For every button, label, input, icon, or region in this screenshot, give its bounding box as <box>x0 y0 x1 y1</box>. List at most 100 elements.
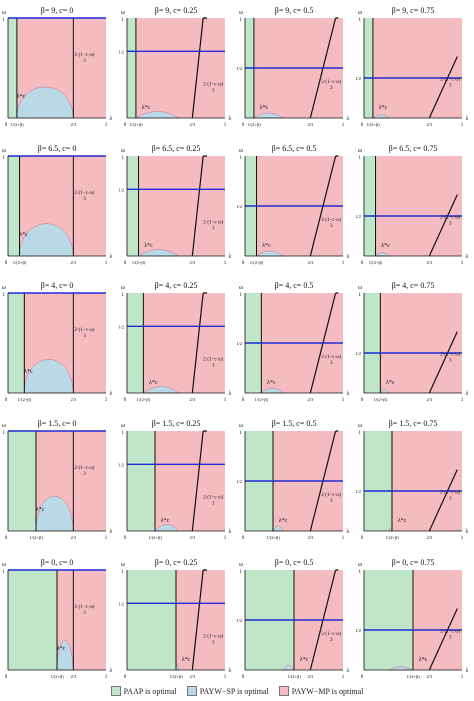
mp-boundary-curve <box>428 469 458 532</box>
tick-two-thirds: 2/3 <box>307 674 314 679</box>
panel-title: β= 9, c= 0.75 <box>392 6 435 15</box>
tick-one-over-two-beta: 1/(2+β) <box>137 397 151 402</box>
tick-one-over-two-beta: 1/(2+β) <box>13 260 27 265</box>
x-axis-label: λ <box>229 391 232 397</box>
threshold-label-numerator: 2·(1−c·ω) <box>440 78 460 83</box>
payw-mp-region <box>364 156 462 256</box>
tick-two-thirds: 2/3 <box>70 397 77 402</box>
panel-title: β= 6.5, c= 0.25 <box>152 144 201 153</box>
tick-zero: 0 <box>5 123 8 128</box>
threshold-label-denominator: 3 <box>449 222 452 227</box>
threshold-label-denominator: 3 <box>212 89 215 94</box>
threshold-label-numerator: 2·(1−c·ω) <box>74 53 94 58</box>
panel-beta-1.5-c-0.25: β= 1.5, c= 0.25 ω λ 0 1 1 1/(2+β) 2/3 1/2 λ*c 2·(1… <box>118 419 231 541</box>
tick-one: 1 <box>461 123 464 128</box>
lambda-star-label: λ*c <box>57 646 66 652</box>
tick-one: 1 <box>461 536 464 541</box>
panel-beta-9-c-0.25: β= 9, c= 0.25 ω λ 0 1 1 1/(2+β) 2/3 1/2 λ*c 2·(1−c… <box>118 6 231 128</box>
tick-zero: 0 <box>124 675 127 680</box>
panel-beta-4-c-0.25: β= 4, c= 0.25 ω λ 0 1 1 1/(2+β) 2/3 1/2 λ*c 2·(1−c… <box>118 281 231 403</box>
tick-one-y: 1 <box>359 18 362 23</box>
tick-one-over-two-beta: 1/(2+β) <box>250 260 264 265</box>
x-axis-label: λ <box>229 668 232 674</box>
panel-title: β= 4, c= 0.75 <box>392 281 435 290</box>
tick-two-thirds: 2/3 <box>70 674 77 679</box>
y-axis-label: ω <box>121 10 125 16</box>
y-axis-label: ω <box>358 562 362 568</box>
mp-boundary-curve <box>309 155 339 257</box>
tick-half-y: 1/2 <box>236 66 242 71</box>
tick-half-y: 1/2 <box>118 187 124 192</box>
x-axis-label: λ <box>110 254 113 260</box>
mp-boundary-curve <box>191 569 208 671</box>
panel-title: β= 9, c= 0 <box>41 6 74 15</box>
x-axis-label: λ <box>466 668 469 674</box>
tick-one-y: 1 <box>3 156 6 161</box>
x-axis-label: λ <box>110 116 113 122</box>
threshold-label-numerator: 2·(1−c·ω) <box>440 630 460 635</box>
panel-beta-6.5-c-0: β= 6.5, c= 0 ω λ 0 1 1 1/(2+β) 2/3 λ*c 2·(1−c·ω)3 <box>2 144 113 266</box>
tick-two-thirds: 2/3 <box>70 535 77 540</box>
tick-one-y: 1 <box>122 431 125 436</box>
legend-label-payw-sp: PAYW−SP is optimal <box>199 686 269 696</box>
lambda-star-label: λ*c <box>379 105 388 111</box>
threshold-label-denominator: 3 <box>330 361 333 366</box>
tick-zero: 0 <box>5 536 8 541</box>
tick-two-thirds: 2/3 <box>426 535 433 540</box>
tick-one-y: 1 <box>122 570 125 575</box>
mp-boundary-curve <box>428 56 458 119</box>
panel-title: β= 0, c= 0.25 <box>155 558 198 567</box>
tick-zero: 0 <box>124 398 127 403</box>
tick-one-y: 1 <box>122 156 125 161</box>
tick-one-over-two-beta: 1/(2+β) <box>129 122 143 127</box>
tick-zero: 0 <box>361 675 364 680</box>
lambda-star-label: λ*c <box>419 657 428 663</box>
lambda-star-label: λ*c <box>386 380 395 386</box>
panel-title: β= 0, c= 0 <box>41 558 74 567</box>
x-axis-label: λ <box>466 529 469 535</box>
lambda-star-label: λ*c <box>300 657 309 663</box>
tick-one-y: 1 <box>3 570 6 575</box>
y-axis-label: ω <box>121 285 125 291</box>
tick-half-y: 1/2 <box>118 324 124 329</box>
legend-label-payw-mp: PAYW−MP is optimal <box>291 686 364 696</box>
lambda-star-label: λ*c <box>19 232 28 238</box>
threshold-label-numerator: 2·(1−c·ω) <box>440 491 460 496</box>
threshold-label-denominator: 3 <box>330 224 333 229</box>
y-axis-label: ω <box>239 148 243 154</box>
lambda-star-label: λ*c <box>262 243 271 249</box>
threshold-label-denominator: 3 <box>449 359 452 364</box>
panel-title: β= 9, c= 0.5 <box>275 6 314 15</box>
x-axis-label: λ <box>110 391 113 397</box>
tick-one: 1 <box>105 398 108 403</box>
threshold-label-denominator: 3 <box>330 86 333 91</box>
paap-region <box>8 293 25 393</box>
tick-one-y: 1 <box>3 293 6 298</box>
tick-one: 1 <box>461 675 464 680</box>
legend: PAAP is optimal PAYW−SP is optimal PAYW−… <box>0 684 474 698</box>
paap-region <box>127 156 139 256</box>
tick-one-y: 1 <box>122 18 125 23</box>
tick-zero: 0 <box>124 261 127 266</box>
tick-one-over-two-beta: 1/(2+β) <box>255 397 269 402</box>
lambda-star-label: λ*c <box>24 369 33 375</box>
paap-region <box>127 293 144 393</box>
legend-item-paap: PAAP is optimal <box>110 686 177 696</box>
tick-one: 1 <box>224 675 227 680</box>
y-axis-label: ω <box>121 562 125 568</box>
x-axis-label: λ <box>466 254 469 260</box>
threshold-label-denominator: 3 <box>83 197 86 202</box>
tick-one: 1 <box>342 261 345 266</box>
tick-two-thirds: 2/3 <box>426 122 433 127</box>
mp-boundary-curve <box>191 155 208 257</box>
threshold-label-numerator: 2·(1−c·ω) <box>321 355 341 360</box>
tick-one: 1 <box>342 123 345 128</box>
y-axis-label: ω <box>239 285 243 291</box>
legend-swatch-paap <box>110 686 121 696</box>
panel-title: β= 4, c= 0.5 <box>275 281 314 290</box>
tick-one-over-two-beta: 1/(2+β) <box>406 674 420 679</box>
tick-zero: 0 <box>242 398 245 403</box>
tick-one-over-two-beta: 1/(2+β) <box>169 674 183 679</box>
tick-half-y: 1/2 <box>236 341 242 346</box>
lambda-star-label: λ*c <box>398 518 407 524</box>
